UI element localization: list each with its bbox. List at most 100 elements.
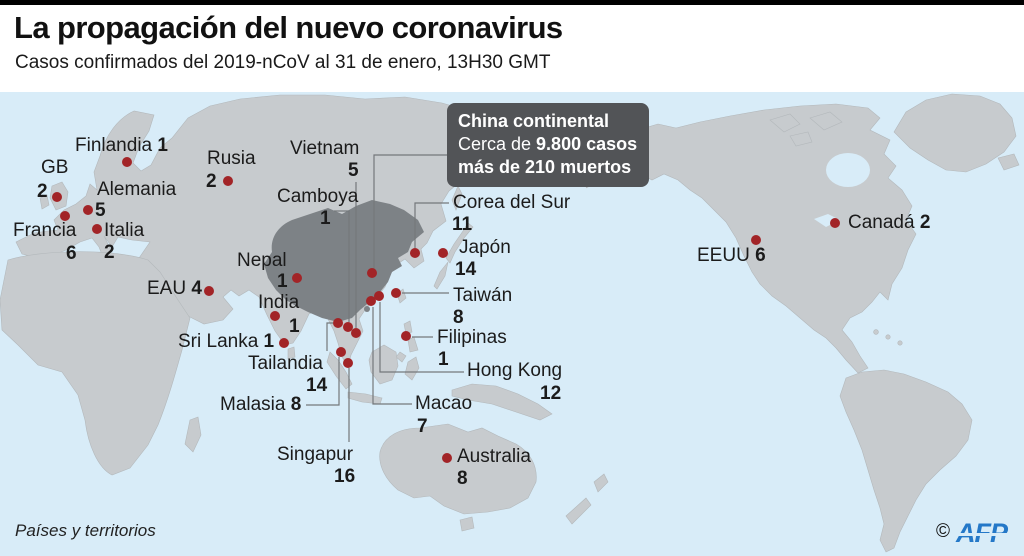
cases-japon: 14	[455, 259, 477, 280]
country-name-filipinas: Filipinas	[437, 327, 507, 348]
label-srilanka: Sri Lanka 1	[178, 331, 274, 352]
country-name-nepal: Nepal	[237, 250, 287, 271]
copyright-symbol: ©	[936, 521, 950, 542]
cases-malasia: 8	[285, 394, 302, 415]
footnote: Países y territorios	[15, 521, 156, 540]
label-corea: Corea del Sur	[453, 192, 570, 213]
cases-italia: 2	[104, 242, 115, 263]
country-name-vietnam: Vietnam	[290, 138, 360, 159]
label-tailandia: Tailandia	[248, 353, 323, 374]
landmass-japan	[433, 222, 474, 290]
dot-francia	[60, 211, 70, 221]
callout-deaths: más de 210 muertos	[458, 157, 632, 177]
country-name-alemania: Alemania	[97, 179, 177, 200]
landmass-sulawesi	[404, 356, 420, 381]
landmass-arctic-islands	[769, 111, 843, 147]
landmass-sri-lanka	[287, 346, 296, 360]
cases-vietnam: 5	[348, 160, 359, 181]
dot-italia	[92, 224, 102, 234]
callout-title: China continental	[458, 111, 610, 131]
country-name-rusia: Rusia	[207, 148, 256, 169]
country-name-eeuu: EEUU	[697, 245, 750, 266]
dot-taiwan	[391, 288, 401, 298]
label-eeuu: EEUU 6	[697, 245, 766, 266]
landmass-tasmania	[459, 516, 475, 532]
cases-corea: 11	[452, 214, 473, 235]
label-italia: Italia	[104, 220, 144, 241]
dot-alemania	[83, 205, 93, 215]
country-name-canada: Canadá	[848, 212, 915, 233]
cases-taiwan: 8	[453, 307, 464, 328]
cases-australia: 8	[457, 468, 468, 489]
dot-eeuu	[751, 235, 761, 245]
country-name-singapur: Singapur	[277, 444, 354, 465]
label-camboya: Camboya	[277, 186, 358, 207]
credit: © AFP	[936, 518, 1016, 548]
country-name-malasia: Malasia	[220, 394, 286, 415]
cases-nepal: 1	[277, 271, 288, 292]
cases-finlandia: 1	[152, 135, 168, 156]
dot-finlandia	[122, 157, 132, 167]
dot-india	[270, 311, 280, 321]
label-india: India	[258, 292, 299, 313]
hudson-bay	[826, 153, 870, 187]
label-rusia: Rusia	[207, 148, 256, 169]
cases-srilanka: 1	[258, 331, 275, 352]
cases-canada: 2	[914, 212, 931, 233]
landmass-madagascar	[184, 416, 202, 453]
country-name-hongkong: Hong Kong	[467, 360, 563, 381]
landmass-africa	[0, 251, 191, 476]
country-name-gb: GB	[41, 157, 69, 178]
dot-macao	[366, 296, 376, 306]
country-name-eau: EAU	[147, 278, 187, 299]
country-name-india: India	[258, 292, 300, 313]
landmass-new-zealand	[565, 473, 609, 525]
country-name-macao: Macao	[415, 393, 473, 414]
landmass-south-america	[839, 369, 973, 553]
landmass-caribbean-1	[873, 329, 879, 335]
cases-macao: 7	[417, 416, 428, 437]
country-name-finlandia: Finlandia	[75, 135, 153, 156]
label-macao: Macao	[415, 393, 472, 414]
label-eau: EAU 4	[147, 278, 202, 299]
country-name-australia: Australia	[457, 446, 531, 467]
dot-malasia	[336, 347, 346, 357]
cases-hongkong: 12	[540, 383, 562, 404]
cases-rusia: 2	[206, 171, 217, 192]
label-malasia: Malasia 8	[220, 394, 301, 415]
callout-cases-value: 9.800 casos	[536, 134, 638, 154]
dot-australia	[442, 453, 452, 463]
landmass-caribbean-2	[885, 334, 891, 340]
label-finlandia: Finlandia 1	[75, 135, 168, 156]
label-singapur: Singapur	[277, 444, 353, 465]
dot-hongkong	[374, 291, 384, 301]
cases-gb: 2	[37, 181, 48, 202]
country-name-tailandia: Tailandia	[248, 353, 323, 374]
landmass-greenland	[893, 93, 1017, 173]
dot-srilanka	[279, 338, 289, 348]
landmass-borneo	[368, 344, 399, 385]
landmass-hainan	[364, 306, 370, 312]
afp-logo-stripe	[954, 533, 1012, 536]
page-title: La propagación del nuevo coronavirus	[14, 10, 563, 45]
basemap-svg	[0, 93, 1020, 553]
dot-gb	[52, 192, 62, 202]
country-name-srilanka: Sri Lanka	[178, 331, 259, 352]
label-nepal: Nepal	[237, 250, 287, 271]
dot-tailandia	[333, 318, 343, 328]
cases-francia: 6	[66, 243, 77, 264]
label-canada: Canadá 2	[848, 212, 930, 233]
label-filipinas: Filipinas	[437, 327, 507, 348]
dot-singapur	[343, 358, 353, 368]
country-name-camboya: Camboya	[277, 186, 359, 207]
cases-tailandia: 14	[306, 375, 328, 396]
cases-singapur: 16	[334, 466, 356, 487]
label-alemania: Alemania	[97, 179, 176, 200]
dot-corea	[410, 248, 420, 258]
page-subtitle: Casos confirmados del 2019-nCoV al 31 de…	[15, 52, 551, 73]
dot-china	[367, 268, 377, 278]
country-name-japon: Japón	[459, 237, 511, 258]
cases-eau: 4	[186, 278, 202, 299]
cases-filipinas: 1	[438, 349, 449, 370]
